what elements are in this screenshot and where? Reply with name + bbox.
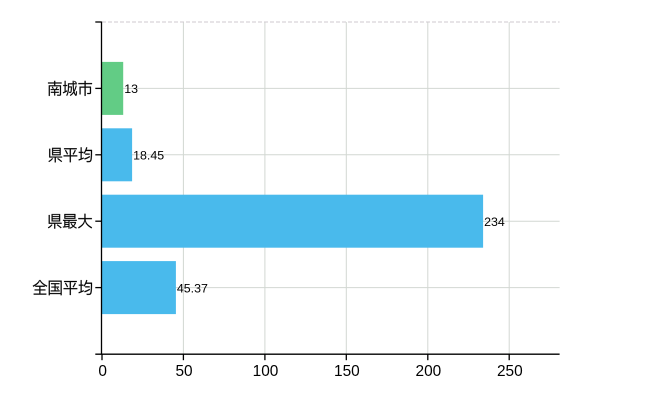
svg-text:50: 50 (175, 363, 192, 380)
svg-text:100: 100 (253, 363, 279, 380)
svg-text:234: 234 (484, 215, 505, 229)
svg-text:150: 150 (334, 363, 360, 380)
svg-text:18.45: 18.45 (133, 149, 164, 163)
svg-text:250: 250 (497, 363, 523, 380)
svg-text:200: 200 (416, 363, 442, 380)
svg-text:45.37: 45.37 (177, 281, 208, 295)
svg-text:0: 0 (98, 363, 107, 380)
svg-text:13: 13 (124, 82, 138, 96)
